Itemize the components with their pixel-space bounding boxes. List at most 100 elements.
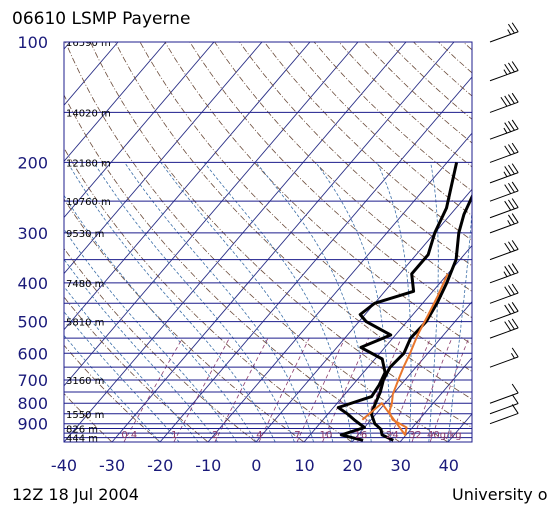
wind-barb-staff (489, 207, 519, 219)
wind-barb-staff (489, 222, 519, 234)
isotherm-line (303, 244, 472, 442)
wind-barb-feather (504, 122, 512, 132)
moist-adiabat-line (93, 162, 295, 442)
mixing-ratio-label: 16 (355, 430, 368, 441)
dry-adiabat-line (462, 42, 472, 51)
pressure-tick-label: 700 (17, 371, 48, 390)
wind-barbs (489, 22, 519, 425)
wind-barb-staff (489, 151, 519, 163)
wind-barb-feather (511, 263, 519, 273)
wind-barb-feather (508, 94, 515, 104)
dry-adiabat-line (114, 42, 472, 400)
wind-barb-staff (489, 310, 519, 323)
wind-barb-staff (489, 392, 519, 404)
mixing-ratio-label: 4 (256, 430, 262, 441)
mixing-ratio-label: 0.4 (121, 430, 137, 441)
wind-barb-feather (511, 283, 519, 294)
wind-barb-feather (500, 97, 508, 107)
wind-barb (489, 404, 519, 425)
wind-barb-feather (504, 321, 512, 331)
wind-barb-feather (504, 184, 512, 194)
moist-adiabat-line (255, 162, 372, 442)
pressure-tick-label: 500 (17, 313, 48, 332)
temperature-tick-label: -10 (195, 456, 221, 475)
wind-barb-feather (511, 213, 519, 223)
dry-adiabat-line (538, 42, 548, 442)
temperature-tick-label: 0 (251, 456, 261, 475)
isotherm-line (64, 42, 167, 162)
wind-barb-staff (489, 272, 519, 284)
footer-date: 12Z 18 Jul 2004 (12, 485, 139, 504)
moist-adiabat-line (160, 162, 334, 442)
wind-barb-half-feather (507, 220, 512, 226)
moist-adiabat-line (64, 228, 238, 442)
wind-barb-feather (511, 142, 519, 153)
wind-barb-half-feather (511, 353, 515, 359)
temperature-tick-label: 30 (391, 456, 411, 475)
mixing-ratio-label: 32 (409, 430, 422, 441)
wind-barb-staff (489, 190, 519, 202)
moist-adiabat-line (203, 162, 353, 442)
wind-barb-staff (489, 128, 519, 140)
isotherm-line (351, 300, 472, 442)
wind-barb-feather (511, 347, 519, 358)
dry-adiabat-line (239, 42, 472, 267)
isotherm-line (447, 413, 472, 442)
wind-barb (489, 119, 519, 140)
isotherm-line (64, 42, 263, 275)
parcel-trace (361, 273, 449, 436)
wind-barb-feather (508, 214, 515, 225)
chart-title: 06610 LSMP Payerne (12, 9, 190, 29)
wind-barb-feather (504, 95, 512, 106)
mixing-ratio-label: 10 (320, 430, 333, 441)
wind-barb-feather (511, 61, 519, 71)
pressure-tick-label: 300 (17, 224, 48, 243)
isotherm-line (207, 132, 472, 442)
moist-adiabat-line (64, 285, 199, 442)
wind-barb (489, 240, 519, 261)
mixing-ratio-label: 40g/kg (427, 430, 462, 441)
wind-barb (489, 347, 519, 368)
wind-barb-staff (489, 403, 519, 415)
mixing-ratio-label: 2 (212, 430, 218, 441)
dry-adiabat-line (164, 42, 472, 345)
temperature-tick-label: 20 (342, 456, 362, 475)
mixing-ratio-label: 1 (171, 430, 177, 441)
wind-barb-staff (489, 356, 519, 368)
temperature-tick-label: -30 (99, 456, 125, 475)
height-label: 1550 m (66, 410, 104, 421)
wind-barb (489, 302, 519, 323)
wind-barb-half-feather (503, 69, 508, 75)
wind-barb (489, 181, 519, 202)
wind-barb-feather (508, 121, 515, 131)
wind-barb-feather (508, 285, 515, 295)
mixing-ratio-label: 7 (294, 430, 300, 441)
wind-barb (489, 142, 519, 163)
wind-barb (489, 394, 519, 415)
moist-adiabat-line (428, 162, 439, 442)
moist-adiabat-line (447, 204, 472, 442)
wind-barb-feather (508, 241, 515, 252)
height-label: 9530 m (66, 229, 104, 240)
wind-barb (489, 92, 519, 113)
mixing-ratio-labels: 0.4 1 2 4 7 10 16 24 32 40g/kg (121, 430, 461, 441)
wind-barb-feather (504, 145, 512, 156)
wind-barb-feather (504, 266, 512, 276)
wind-barb-feather (508, 319, 515, 330)
isotherm-lines (64, 42, 472, 442)
wind-barb-staff (489, 327, 519, 339)
wind-barb-feather (504, 286, 512, 297)
dry-adiabat-line (189, 42, 472, 319)
isotherm-line (255, 188, 472, 442)
dry-adiabat-line (139, 42, 472, 372)
wind-barb-feather (511, 119, 519, 130)
wind-barb-half-feather (507, 29, 512, 35)
wind-barb-half-feather (503, 271, 508, 277)
plot-area: 16590 m 14020 m 12180 m 10760 m 9530 m 7480 m… (64, 42, 548, 442)
wind-barb-staff (489, 412, 519, 425)
wind-barb (489, 213, 519, 234)
isotherm-line (64, 42, 215, 219)
pressure-tick-label: 600 (17, 344, 48, 363)
wind-barb-feather (504, 200, 512, 211)
